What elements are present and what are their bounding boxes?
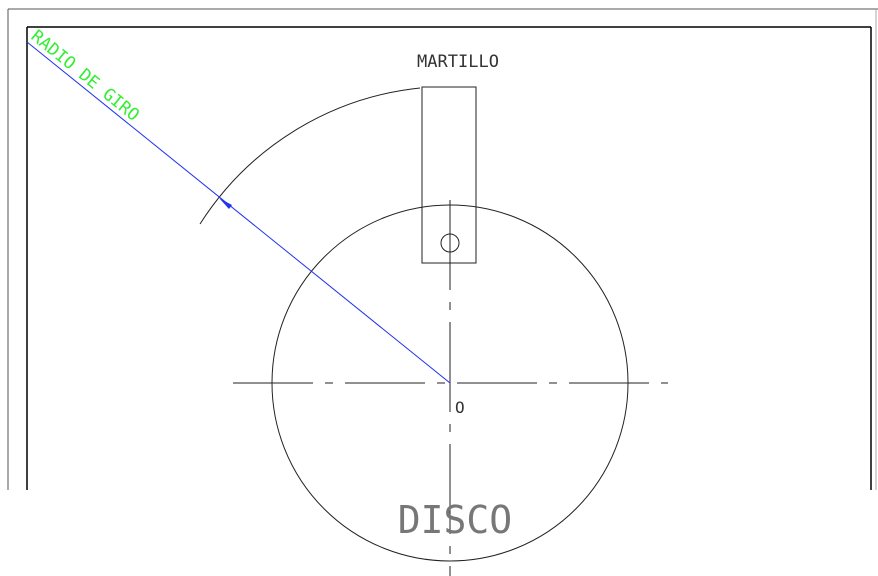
radius-line xyxy=(26,41,451,384)
radius-arrow xyxy=(219,198,232,209)
disc-label: DISCO xyxy=(398,498,512,542)
center-label: O xyxy=(455,398,465,417)
hammer-label: MARTILLO xyxy=(417,52,499,72)
hammer xyxy=(421,86,477,264)
hammer-pin xyxy=(440,233,460,253)
rotation-arc xyxy=(199,87,421,225)
